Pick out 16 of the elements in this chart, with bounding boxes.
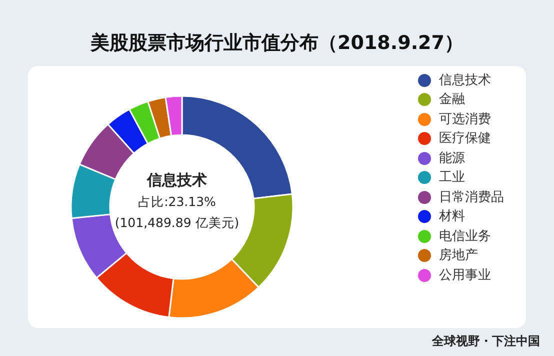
legend-label: 材料 bbox=[439, 209, 465, 224]
text: 占比:23.13% bbox=[137, 193, 217, 211]
legend-label: 信息技术 bbox=[439, 72, 491, 88]
legend-label: 医疗保健 bbox=[439, 131, 491, 146]
legend-label: 金融 bbox=[439, 92, 465, 108]
text: 信息技术 bbox=[146, 170, 208, 191]
legend-label: 房地产 bbox=[439, 248, 478, 264]
text: (101,489.89 亿美元) bbox=[114, 214, 240, 232]
legend-label: 电信业务 bbox=[439, 228, 491, 244]
legend-label: 能源 bbox=[439, 150, 465, 166]
text: 全球视野・下注中国 bbox=[432, 333, 540, 350]
legend-label: 工业 bbox=[439, 170, 465, 186]
legend-label: 公用事业 bbox=[439, 268, 491, 283]
legend-label: 日常消费品 bbox=[439, 190, 504, 205]
chart-title: 美股股票市场行业市值分布（2018.9.27） bbox=[89, 31, 464, 56]
legend-label: 可选消费 bbox=[439, 112, 491, 127]
